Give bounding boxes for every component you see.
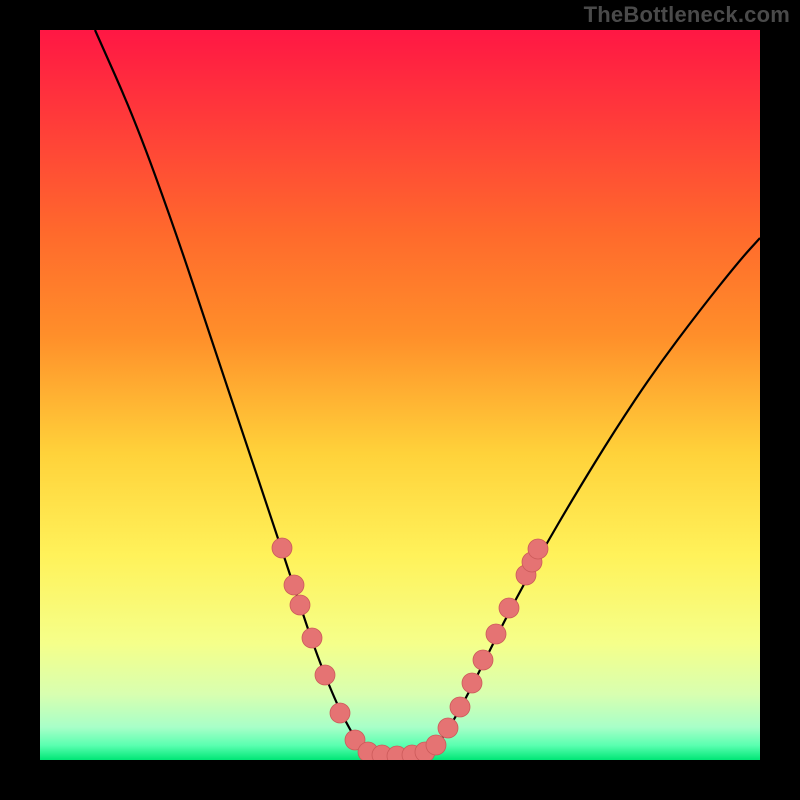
data-marker	[438, 718, 458, 738]
bottleneck-chart	[0, 0, 800, 800]
data-marker	[330, 703, 350, 723]
data-marker	[290, 595, 310, 615]
data-marker	[315, 665, 335, 685]
data-marker	[426, 735, 446, 755]
data-marker	[486, 624, 506, 644]
gradient-plot-background	[40, 30, 760, 760]
data-marker	[450, 697, 470, 717]
data-marker	[499, 598, 519, 618]
chart-canvas: { "meta": { "watermark_text": "TheBottle…	[0, 0, 800, 800]
data-marker	[473, 650, 493, 670]
data-marker	[272, 538, 292, 558]
watermark-text: TheBottleneck.com	[584, 2, 790, 28]
data-marker	[284, 575, 304, 595]
data-marker	[302, 628, 322, 648]
data-marker	[462, 673, 482, 693]
data-marker	[528, 539, 548, 559]
